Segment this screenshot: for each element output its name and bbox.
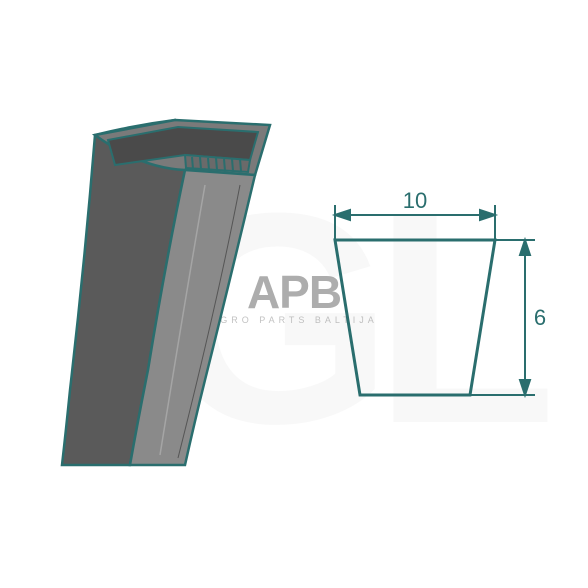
height-label: 6	[534, 305, 546, 330]
width-dimension: 10	[335, 188, 495, 240]
belt-cross-section	[335, 240, 495, 395]
belt-diagram-svg: 10 6	[0, 0, 588, 588]
diagram-canvas: GL	[0, 0, 588, 588]
width-label: 10	[403, 188, 427, 213]
belt-3d-view	[62, 120, 270, 465]
